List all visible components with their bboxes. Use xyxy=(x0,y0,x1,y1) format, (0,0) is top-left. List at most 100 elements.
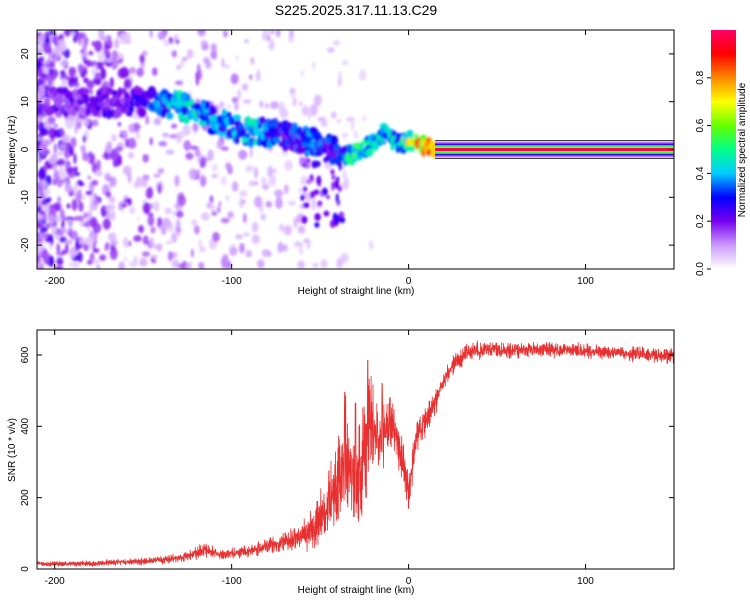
spectrogram-noise-blob xyxy=(251,221,259,233)
spectrogram-noise-blob xyxy=(340,252,349,264)
spectrogram-noise-blob xyxy=(354,130,358,140)
spectrogram-x-label: Height of straight line (km) xyxy=(298,286,415,297)
spectrogram-noise-blob xyxy=(48,204,57,211)
spectrogram-noise-blob xyxy=(74,166,78,173)
spectrogram-noise-blob xyxy=(38,87,46,97)
spectrogram-noise-blob xyxy=(133,235,142,242)
spectrogram-noise-blob xyxy=(83,243,90,251)
spectrogram-noise-blob xyxy=(66,114,74,122)
spectrogram-y-tick-label: 20 xyxy=(20,48,31,60)
spectrogram-noise-blob xyxy=(227,211,234,219)
spectrogram-noise-blob xyxy=(58,39,67,51)
spectrogram-noise-blob xyxy=(191,219,198,227)
spectrogram-noise-blob xyxy=(60,70,66,76)
spectrogram-noise-blob xyxy=(113,38,120,49)
spectrogram-noise-blob xyxy=(196,168,201,177)
spectrogram-noise-blob xyxy=(174,80,184,86)
spectrogram-noise-blob xyxy=(203,57,210,65)
spectrogram-noise-blob xyxy=(223,30,228,38)
spectrogram-noise-blob xyxy=(362,115,366,121)
spectrogram-streak-blob xyxy=(338,161,342,171)
spectrogram-noise-blob xyxy=(254,166,259,179)
spectrogram-noise-blob xyxy=(37,78,44,87)
spectrogram-noise-blob xyxy=(51,34,59,45)
spectrogram-noise-blob xyxy=(238,197,244,209)
spectrogram-noise-blob xyxy=(57,196,61,204)
spectrogram-noise-blob xyxy=(68,261,77,268)
spectrogram-noise-blob xyxy=(59,208,65,220)
spectrogram-noise-blob xyxy=(275,30,281,38)
spectrogram-noise-blob xyxy=(293,241,303,247)
spectrogram-noise-blob xyxy=(104,242,110,250)
spectrogram-noise-blob xyxy=(139,257,148,267)
colorbar-ticks: 0.0 0.2 0.4 0.6 0.8 xyxy=(695,70,711,276)
spectrogram-noise-blob xyxy=(109,247,118,260)
spectrogram-streak-blob xyxy=(300,194,305,201)
spectrogram-noise-blob xyxy=(121,203,128,208)
spectrogram-noise-blob xyxy=(82,44,87,53)
spectrogram-ridge-blob xyxy=(244,133,251,139)
spectrogram-noise-blob xyxy=(142,202,151,214)
spectrogram-noise-blob xyxy=(39,121,43,128)
spectrogram-noise-blob xyxy=(128,140,137,149)
spectrogram-noise-blob xyxy=(127,171,132,184)
spectrogram-ridge-blob xyxy=(128,105,134,113)
spectrogram-noise-blob xyxy=(157,216,163,229)
spectrogram-noise-blob xyxy=(138,225,145,233)
spectrogram-ridge xyxy=(41,86,440,229)
colorbar-tick-label: 0.4 xyxy=(695,166,706,180)
figure-title: S225.2025.317.11.13.C29 xyxy=(275,2,438,18)
spectrogram-noise-blob xyxy=(77,251,83,263)
spectrogram-noise-blob xyxy=(37,213,43,221)
spectrogram-noise-blob xyxy=(210,50,218,60)
spectrogram-noise-blob xyxy=(139,53,145,64)
spectrogram-noise-blob xyxy=(86,260,93,265)
snr-x-axis: -200 -100 0 100 xyxy=(45,330,594,587)
spectrogram-noise-blob xyxy=(260,213,266,221)
spectrogram-noise-blob xyxy=(149,137,153,146)
spectrogram-noise-blob xyxy=(37,253,41,264)
spectrogram-noise-blob xyxy=(175,210,184,218)
spectrogram-noise-blob xyxy=(96,264,100,269)
spectrogram-noise-blob xyxy=(152,201,160,212)
spectrogram-noise xyxy=(37,30,374,269)
spectrogram-noise-blob xyxy=(40,73,48,80)
spectrogram-noise-blob xyxy=(128,240,132,247)
spectrogram-ridge-blob xyxy=(193,103,202,111)
spectrogram-noise-blob xyxy=(85,219,90,227)
spectrogram-noise-blob xyxy=(200,40,208,46)
spectrogram-noise-blob xyxy=(127,151,134,159)
spectrogram-noise-blob xyxy=(69,149,73,157)
spectrogram-noise-blob xyxy=(83,56,87,65)
spectrogram-noise-blob xyxy=(73,172,81,177)
spectrogram-ridge-blob xyxy=(350,156,355,166)
snr-y-axis: 0 200 400 600 xyxy=(20,346,674,572)
spectrogram-x-tick-label: 100 xyxy=(577,276,594,287)
colorbar-tick-label: 0.6 xyxy=(695,118,706,132)
spectrogram-noise-blob xyxy=(342,60,349,66)
spectrogram-ridge-blob xyxy=(137,107,147,118)
spectrogram-noise-blob xyxy=(136,216,140,221)
spectrogram-noise-blob xyxy=(182,124,191,136)
spectrogram-noise-blob xyxy=(227,261,232,269)
spectrogram-noise-blob xyxy=(261,176,267,187)
spectrogram-noise-blob xyxy=(164,207,172,215)
colorbar-tick-label: 0.0 xyxy=(695,262,706,276)
spectrogram-noise-blob xyxy=(59,236,67,243)
spectrogram-noise-blob xyxy=(86,80,95,89)
spectrogram-noise-blob xyxy=(95,72,100,78)
spectrogram-streak-blob xyxy=(337,185,342,192)
spectrogram-noise-blob xyxy=(141,50,148,56)
spectrogram-noise-blob xyxy=(107,232,117,242)
spectrogram-noise-blob xyxy=(97,51,106,62)
snr-y-tick-label: 200 xyxy=(20,489,31,506)
spectrogram-ridge-blob xyxy=(110,109,115,118)
spectrogram-noise-blob xyxy=(158,140,168,147)
spectrogram-streak-blob xyxy=(335,193,339,203)
spectrogram-noise-blob xyxy=(37,242,45,252)
spectrogram-noise-blob xyxy=(65,243,69,255)
spectrogram-noise-blob xyxy=(175,218,181,231)
spectrogram-noise-blob xyxy=(52,54,56,59)
spectrogram-noise-blob xyxy=(298,101,303,107)
spectrogram-noise-blob xyxy=(179,59,185,68)
